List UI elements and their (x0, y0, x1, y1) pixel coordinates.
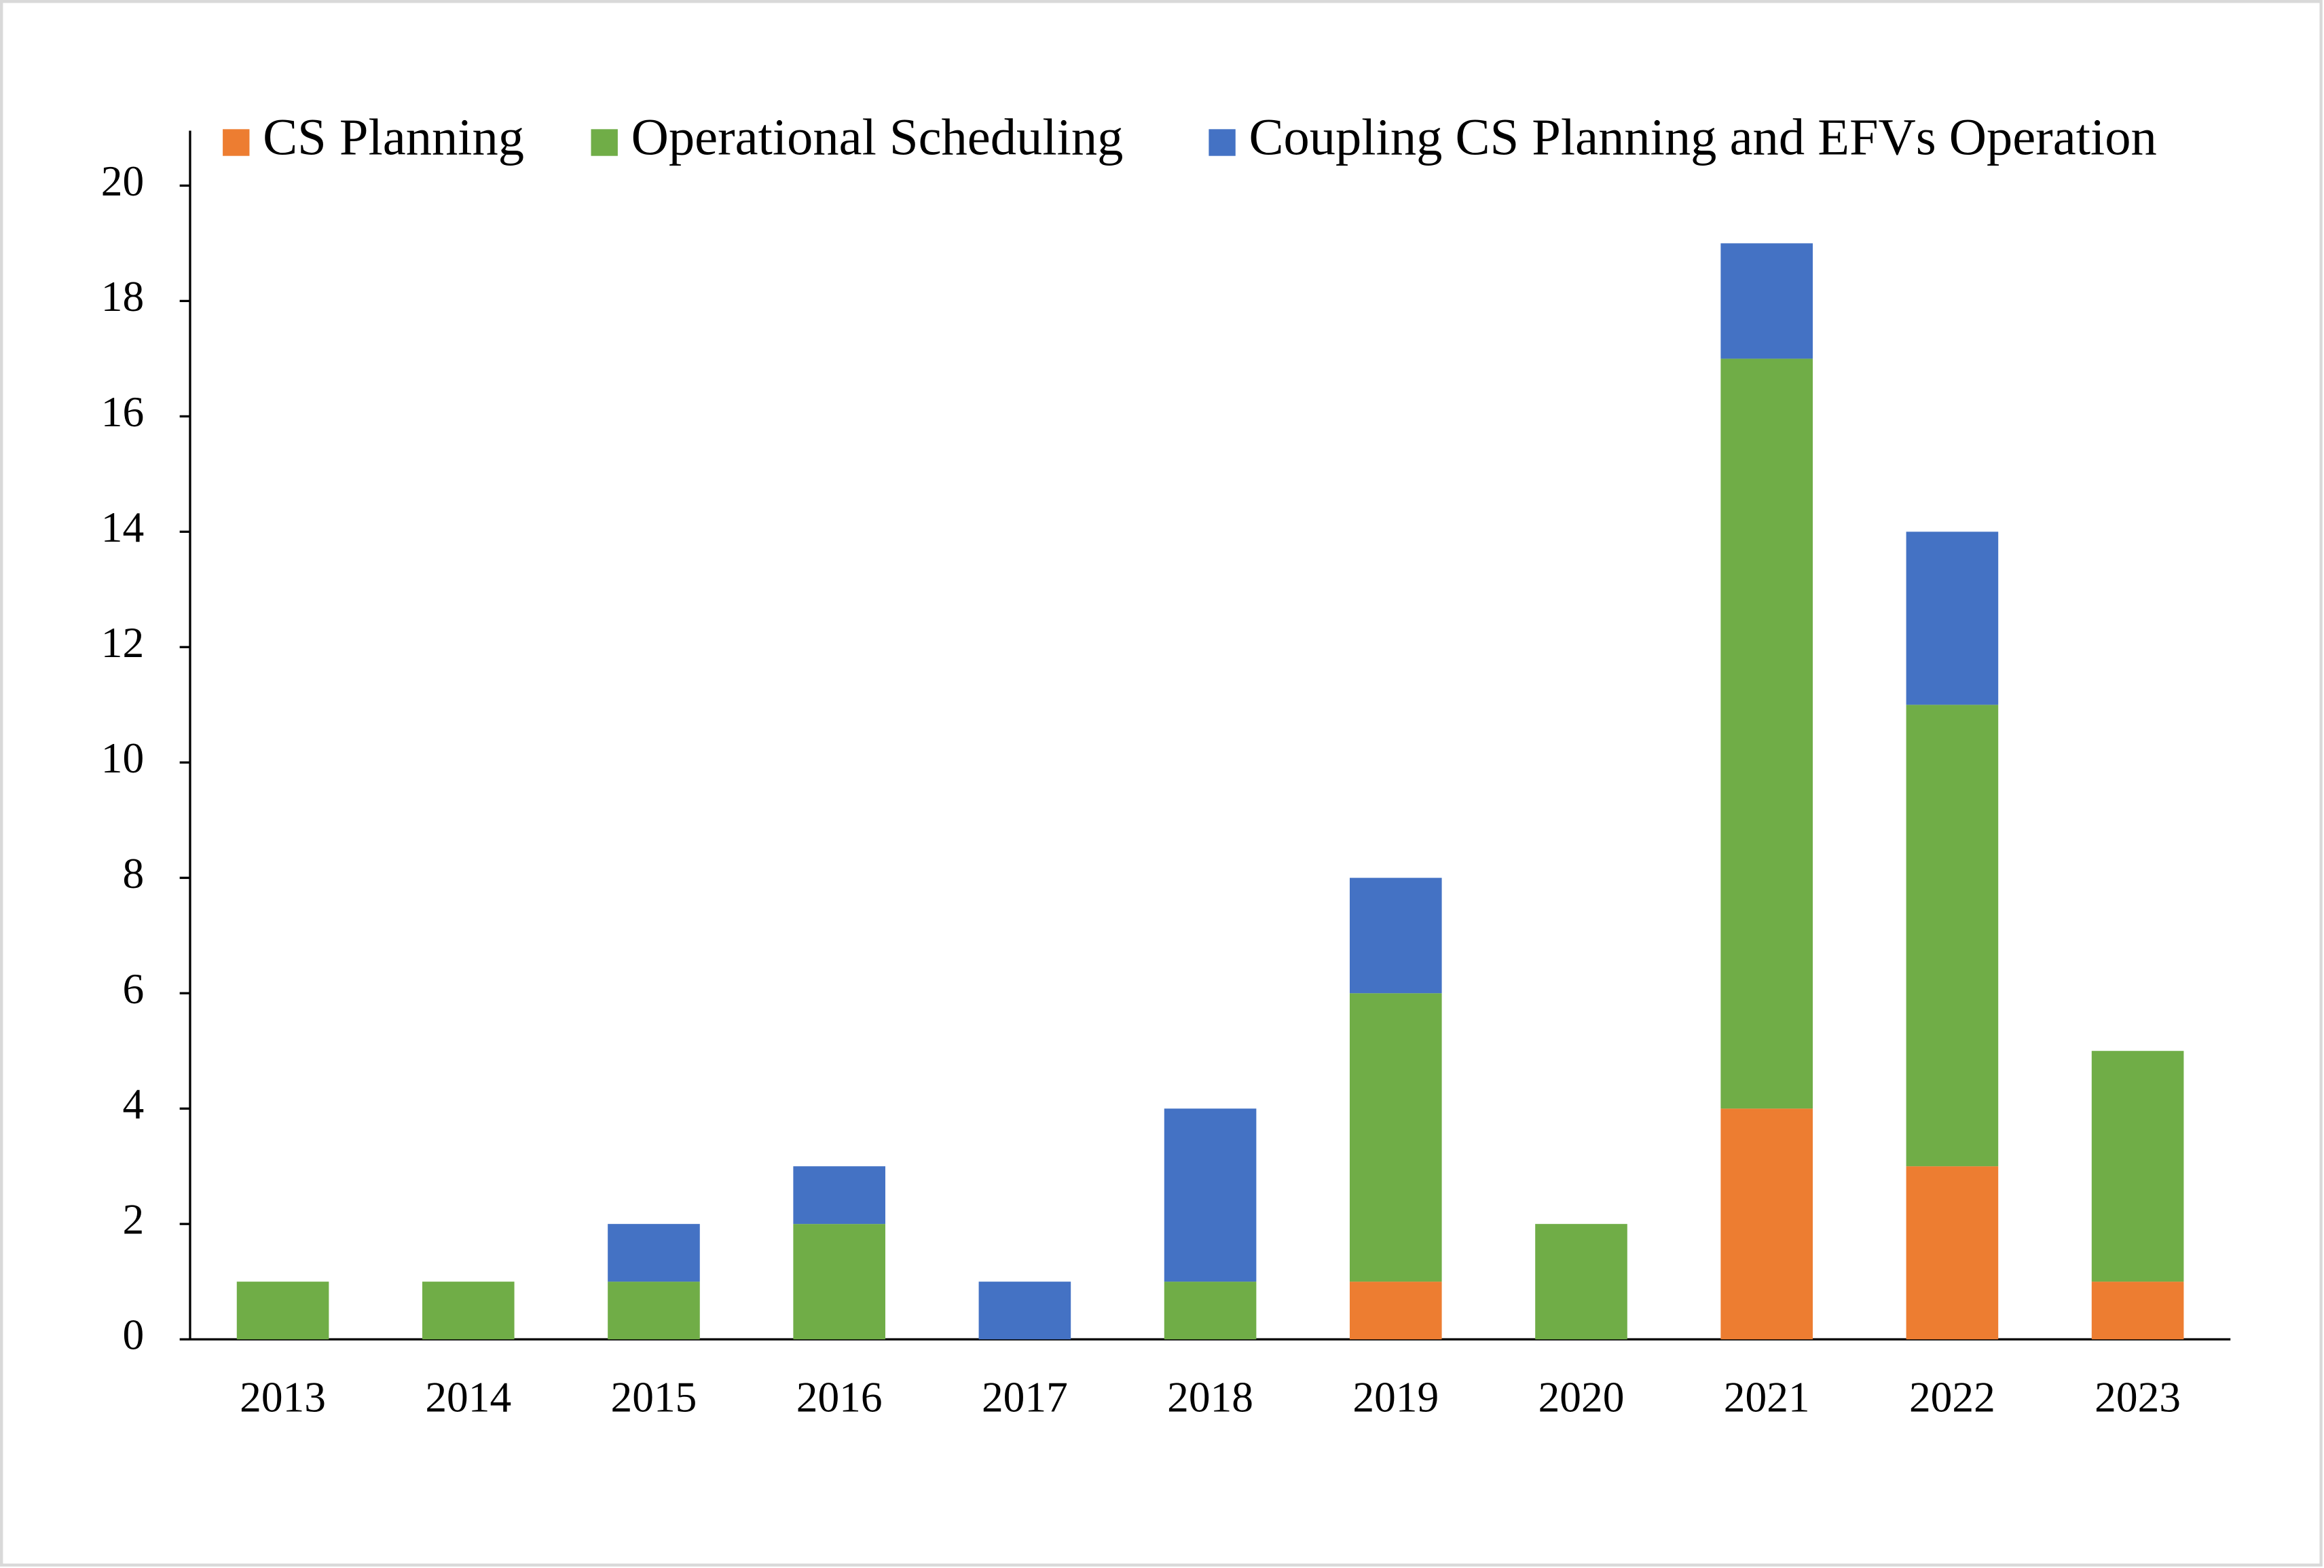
y-tick-label: 2 (122, 1195, 144, 1244)
bar-segment (1349, 878, 1442, 994)
bar-segment (793, 1166, 885, 1225)
bar-segment (978, 1282, 1071, 1340)
y-tick-label: 18 (101, 272, 144, 320)
x-tick-label: 2016 (796, 1373, 883, 1421)
y-tick-label: 4 (122, 1080, 144, 1128)
bar-segment (1164, 1282, 1257, 1340)
x-tick-label: 2018 (1167, 1373, 1253, 1421)
y-tick-label: 12 (101, 618, 144, 667)
y-tick-label: 6 (122, 965, 144, 1013)
x-tick-label: 2017 (982, 1373, 1068, 1421)
bar-segment (1535, 1224, 1627, 1340)
bar-segment (236, 1282, 329, 1340)
y-tick-label: 8 (122, 849, 144, 897)
bar-segment (2091, 1282, 2184, 1340)
bar-segment (1349, 1282, 1442, 1340)
y-tick-label: 20 (101, 157, 144, 205)
bar-segment (1164, 1108, 1257, 1282)
bar-segment (1906, 705, 1999, 1167)
x-tick-label: 2014 (425, 1373, 511, 1421)
bar-segment (1906, 1166, 1999, 1340)
bar-segment (1906, 531, 1999, 705)
legend-swatch (1209, 129, 1236, 156)
legend-swatch (223, 129, 250, 156)
y-tick-label: 14 (101, 503, 144, 551)
x-tick-label: 2019 (1352, 1373, 1439, 1421)
x-tick-label: 2015 (611, 1373, 697, 1421)
bar-segment (1349, 993, 1442, 1282)
x-tick-label: 2023 (2095, 1373, 2181, 1421)
legend-label: CS Planning (263, 109, 524, 166)
y-tick-label: 0 (122, 1311, 144, 1359)
x-tick-label: 2020 (1538, 1373, 1625, 1421)
y-tick-label: 16 (101, 388, 144, 436)
bar-segment (793, 1224, 885, 1340)
legend-label: Operational Scheduling (631, 109, 1124, 166)
bar-segment (2091, 1051, 2184, 1282)
bar-segment (1720, 1108, 1813, 1340)
x-tick-label: 2021 (1724, 1373, 1810, 1421)
legend-swatch (591, 129, 618, 156)
bar-segment (1720, 358, 1813, 1109)
bar-segment (608, 1282, 700, 1340)
y-tick-label: 10 (101, 734, 144, 782)
legend-label: Coupling CS Planning and EFVs Operation (1249, 109, 2156, 166)
x-tick-label: 2013 (240, 1373, 326, 1421)
bar-segment (1720, 243, 1813, 359)
bar-segment (608, 1224, 700, 1282)
x-tick-label: 2022 (1909, 1373, 1995, 1421)
bar-segment (422, 1282, 515, 1340)
